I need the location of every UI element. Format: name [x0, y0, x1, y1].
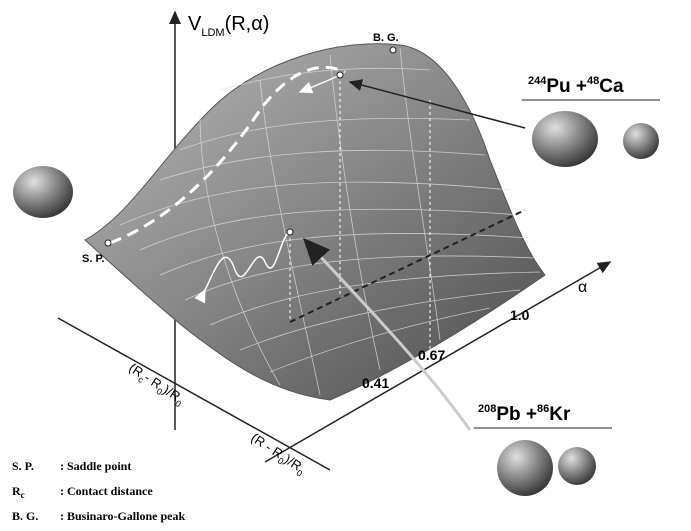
legend-desc: : Saddle point	[60, 459, 131, 473]
legend-term: B. G.	[12, 509, 38, 523]
nucleus-kr	[558, 447, 596, 485]
alpha-tick: 0.67	[418, 347, 445, 363]
plus: +	[521, 404, 537, 425]
legend-term: S. P.	[12, 459, 34, 473]
legend-desc: : Contact distance	[60, 484, 153, 498]
sub: c	[21, 490, 25, 500]
potential-subscript: LDM	[201, 27, 224, 39]
element: Kr	[549, 404, 571, 425]
element: Pu	[546, 76, 570, 97]
mass: 48	[587, 75, 599, 87]
entrance-point-pu	[337, 72, 343, 78]
alpha-label: α	[578, 279, 587, 296]
potential-label: VLDM(R,α)	[188, 13, 269, 39]
legend: S. P. : Saddle point Rc : Contact distan…	[12, 459, 185, 523]
element: Ca	[599, 76, 624, 97]
reaction-pu: 244Pu +48Ca	[528, 75, 624, 97]
plus: +	[571, 76, 587, 97]
potential-symbol: V	[188, 13, 202, 35]
r-axis-label: (R - R0)/R0	[247, 430, 309, 479]
saddle-point	[105, 240, 111, 246]
mass: 208	[478, 403, 496, 415]
bg-point	[390, 47, 396, 53]
reaction-pb: 208Pb +86Kr	[478, 403, 571, 425]
nucleus-pb	[497, 440, 553, 496]
alpha-tick: 1.0	[510, 307, 530, 323]
part: R	[12, 484, 21, 498]
mass: 86	[537, 403, 549, 415]
nucleus-pu	[532, 111, 598, 167]
entrance-point-pb	[287, 229, 293, 235]
alpha-tick: 0.41	[362, 375, 389, 391]
diagram: VLDM(R,α) B. G. S. P. 244Pu +48Ca 208Pb …	[0, 0, 691, 531]
mass: 244	[528, 75, 547, 87]
potential-args: (R,α)	[225, 13, 270, 35]
bg-label: B. G.	[373, 32, 399, 44]
element: Pb	[496, 404, 520, 425]
sp-label: S. P.	[82, 253, 104, 265]
legend-term: Rc	[12, 484, 25, 500]
legend-desc: : Businaro-Gallone peak	[60, 509, 185, 523]
nucleus-ca	[623, 123, 659, 159]
compound-nucleus	[13, 166, 73, 218]
